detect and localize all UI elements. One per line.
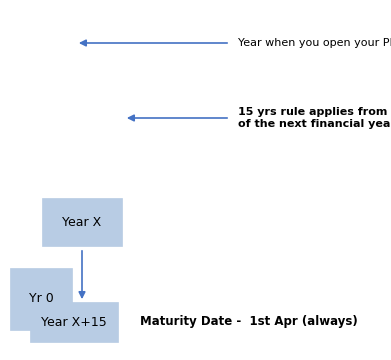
Text: Year X+15: Year X+15 [41, 315, 107, 328]
Text: Year X: Year X [63, 216, 102, 229]
FancyBboxPatch shape [42, 198, 122, 246]
Text: 15 yrs rule applies from the start
of the next financial year: 15 yrs rule applies from the start of th… [238, 107, 391, 129]
FancyBboxPatch shape [30, 302, 118, 342]
FancyBboxPatch shape [10, 268, 72, 330]
Text: Year when you open your PPF account: Year when you open your PPF account [238, 38, 391, 48]
Text: Maturity Date -  1st Apr (always): Maturity Date - 1st Apr (always) [140, 315, 358, 328]
Text: Yr 0: Yr 0 [29, 292, 54, 306]
